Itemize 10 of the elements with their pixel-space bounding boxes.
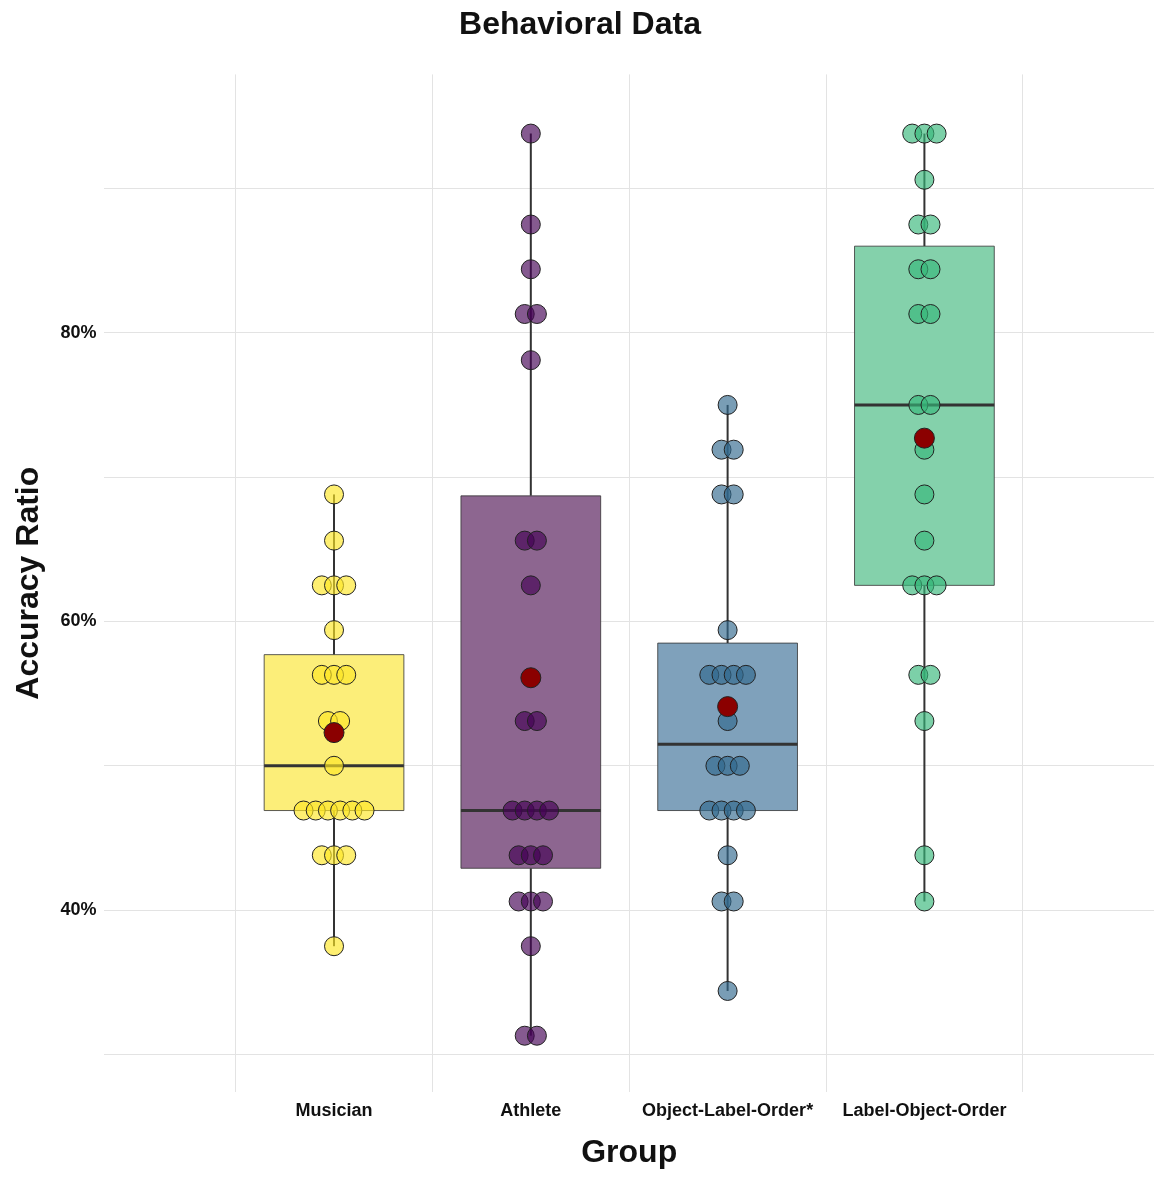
x-tick-label: Musician bbox=[295, 1099, 373, 1120]
x-tick-label: Object-Label-Order* bbox=[642, 1099, 814, 1120]
y-tick-label: 60% bbox=[60, 610, 97, 631]
y-tick-label: 40% bbox=[60, 899, 97, 920]
y-tick-label: 80% bbox=[60, 321, 97, 342]
y-axis-title: Accuracy Ratio bbox=[9, 466, 46, 700]
chart-title: Behavioral Data bbox=[459, 5, 702, 42]
x-tick-label: Athlete bbox=[500, 1099, 562, 1120]
x-tick-label: Label-Object-Order bbox=[842, 1099, 1007, 1120]
x-axis-title: Group bbox=[581, 1132, 678, 1169]
